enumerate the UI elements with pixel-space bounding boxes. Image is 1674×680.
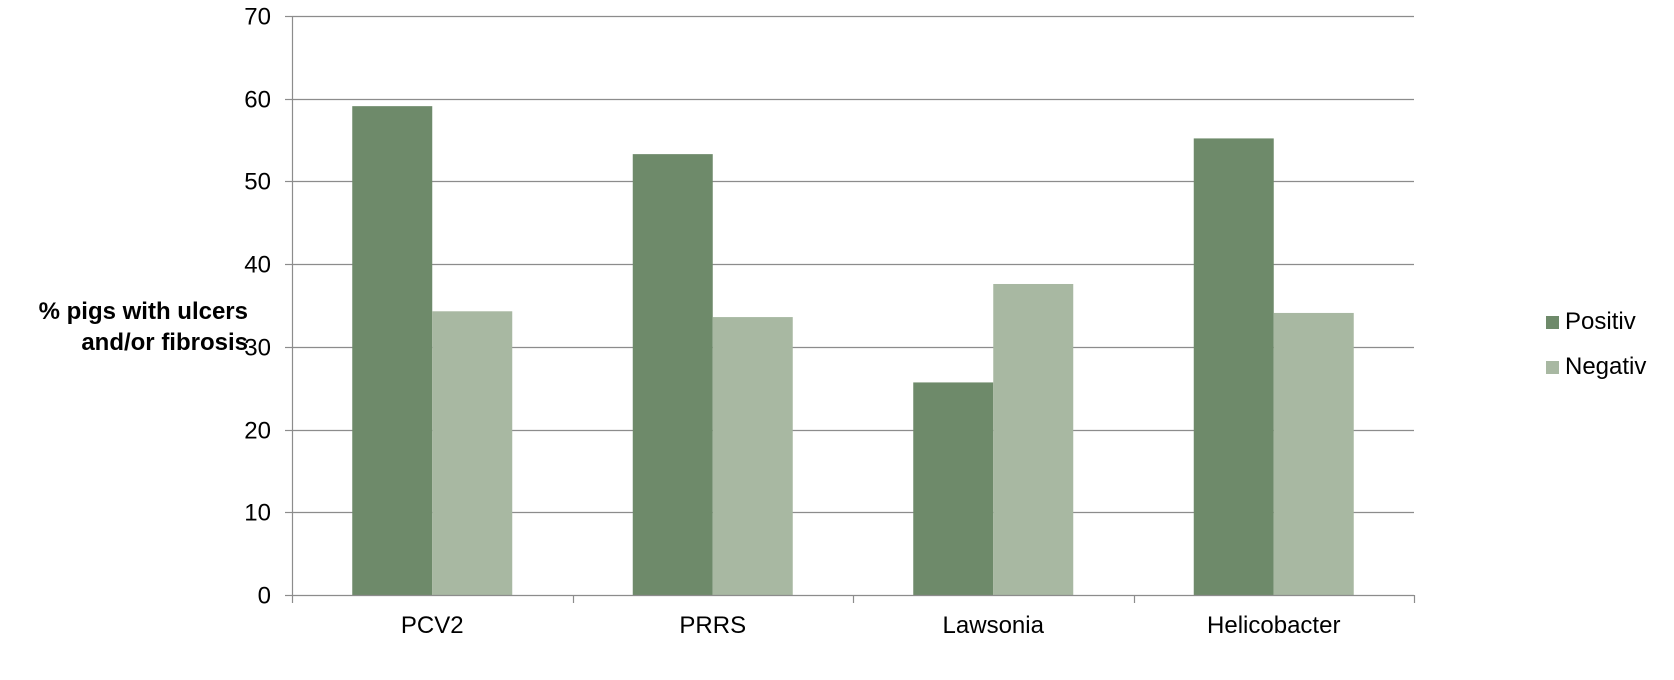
legend-swatch-negativ bbox=[1546, 360, 1559, 374]
y-axis-label-line-1: % pigs with ulcers bbox=[38, 298, 248, 325]
bar-negativ-prrs bbox=[712, 317, 793, 595]
y-tick-label: 50 bbox=[244, 169, 271, 196]
y-axis-ticks: 0 10 20 30 40 50 60 70 bbox=[244, 4, 292, 610]
y-axis-label: % pigs with ulcers and/or fibrosis bbox=[0, 296, 248, 358]
legend-item-positiv: Positiv bbox=[1546, 306, 1646, 338]
legend-swatch-positiv bbox=[1546, 315, 1559, 329]
bar-negativ-helicobacter bbox=[1273, 312, 1354, 595]
x-tick-label: PRRS bbox=[679, 612, 746, 639]
bar-positiv-pcv2 bbox=[352, 106, 433, 595]
bar-negativ-lawsonia bbox=[993, 283, 1074, 595]
bar-positiv-helicobacter bbox=[1193, 138, 1274, 595]
legend: Positiv Negativ bbox=[1546, 306, 1646, 396]
x-tick-label: Lawsonia bbox=[943, 612, 1045, 639]
x-tick-label: Helicobacter bbox=[1207, 612, 1340, 639]
bar-negativ-pcv2 bbox=[432, 311, 513, 595]
y-tick-label: 20 bbox=[244, 418, 271, 445]
y-tick-label: 10 bbox=[244, 500, 271, 527]
legend-item-negativ: Negativ bbox=[1546, 351, 1646, 383]
x-axis-ticks: PCV2 PRRS Lawsonia Helicobacter bbox=[291, 595, 1416, 639]
legend-label-positiv: Positiv bbox=[1565, 308, 1636, 335]
y-axis-label-line-2: and/or fibrosis bbox=[81, 329, 248, 356]
y-tick-label: 40 bbox=[244, 252, 271, 279]
bar-positiv-prrs bbox=[632, 154, 713, 595]
y-tick-label: 60 bbox=[244, 87, 271, 114]
bars bbox=[352, 106, 1354, 595]
legend-label-negativ: Negativ bbox=[1565, 353, 1647, 380]
y-tick-label: 0 bbox=[258, 583, 271, 610]
bar-positiv-lawsonia bbox=[913, 382, 994, 595]
y-tick-label: 70 bbox=[244, 4, 271, 31]
y-tick-label: 30 bbox=[244, 335, 271, 362]
x-tick-label: PCV2 bbox=[401, 612, 464, 639]
